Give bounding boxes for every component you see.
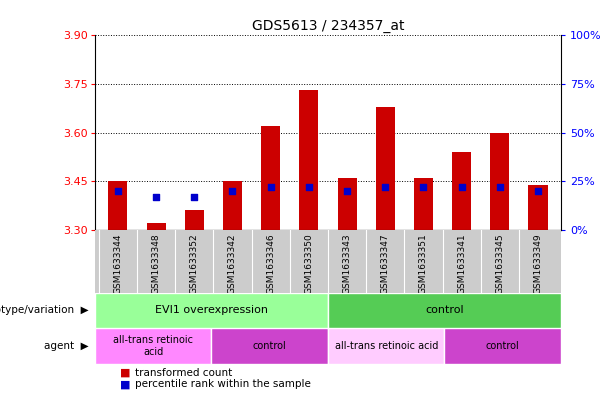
Text: EVI1 overexpression: EVI1 overexpression (155, 305, 268, 316)
Text: GSM1633350: GSM1633350 (305, 233, 313, 294)
Bar (95, 293, 328, 328)
Point (189, 194, 199, 200)
Text: GSM1633351: GSM1633351 (419, 233, 428, 294)
Point (342, 188, 352, 194)
Text: GSM1633343: GSM1633343 (343, 233, 351, 294)
Bar (147, 223, 166, 230)
Point (266, 184, 276, 190)
Text: percentile rank within the sample: percentile rank within the sample (135, 379, 311, 389)
Text: control: control (485, 341, 520, 351)
Text: GSM1633349: GSM1633349 (533, 233, 543, 294)
Point (419, 184, 428, 190)
Text: control: control (425, 305, 464, 316)
Bar (261, 126, 280, 230)
Text: GSM1633344: GSM1633344 (113, 233, 123, 294)
Text: control: control (253, 341, 287, 351)
Bar (452, 152, 471, 230)
Text: GSM1633347: GSM1633347 (381, 233, 390, 294)
Point (227, 188, 237, 194)
Bar (299, 90, 318, 230)
Bar (185, 210, 204, 230)
Bar (376, 107, 395, 230)
Bar (328, 293, 561, 328)
Text: GSM1633346: GSM1633346 (266, 233, 275, 294)
Bar (528, 184, 547, 230)
Bar (223, 181, 242, 230)
Text: agent  ▶: agent ▶ (44, 341, 89, 351)
Point (533, 188, 543, 194)
Point (113, 188, 123, 194)
Text: GSM1633348: GSM1633348 (151, 233, 161, 294)
Text: GSM1633341: GSM1633341 (457, 233, 466, 294)
Text: ■: ■ (120, 379, 130, 389)
Text: all-trans retinoic
acid: all-trans retinoic acid (113, 335, 193, 356)
Text: transformed count: transformed count (135, 367, 232, 378)
Text: GSM1633345: GSM1633345 (495, 233, 504, 294)
Bar (211, 328, 328, 364)
Point (151, 194, 161, 200)
Point (495, 184, 504, 190)
Text: ■: ■ (120, 367, 130, 378)
Title: GDS5613 / 234357_at: GDS5613 / 234357_at (252, 19, 404, 33)
Bar (414, 178, 433, 230)
Bar (490, 132, 509, 230)
Bar (109, 181, 128, 230)
Bar (95, 328, 211, 364)
Text: GSM1633342: GSM1633342 (228, 233, 237, 294)
Text: genotype/variation  ▶: genotype/variation ▶ (0, 305, 89, 316)
Point (457, 184, 466, 190)
Bar (338, 178, 357, 230)
Point (304, 184, 314, 190)
Point (380, 184, 390, 190)
Text: all-trans retinoic acid: all-trans retinoic acid (335, 341, 438, 351)
Text: GSM1633352: GSM1633352 (190, 233, 199, 294)
Bar (328, 328, 444, 364)
Bar (444, 328, 561, 364)
